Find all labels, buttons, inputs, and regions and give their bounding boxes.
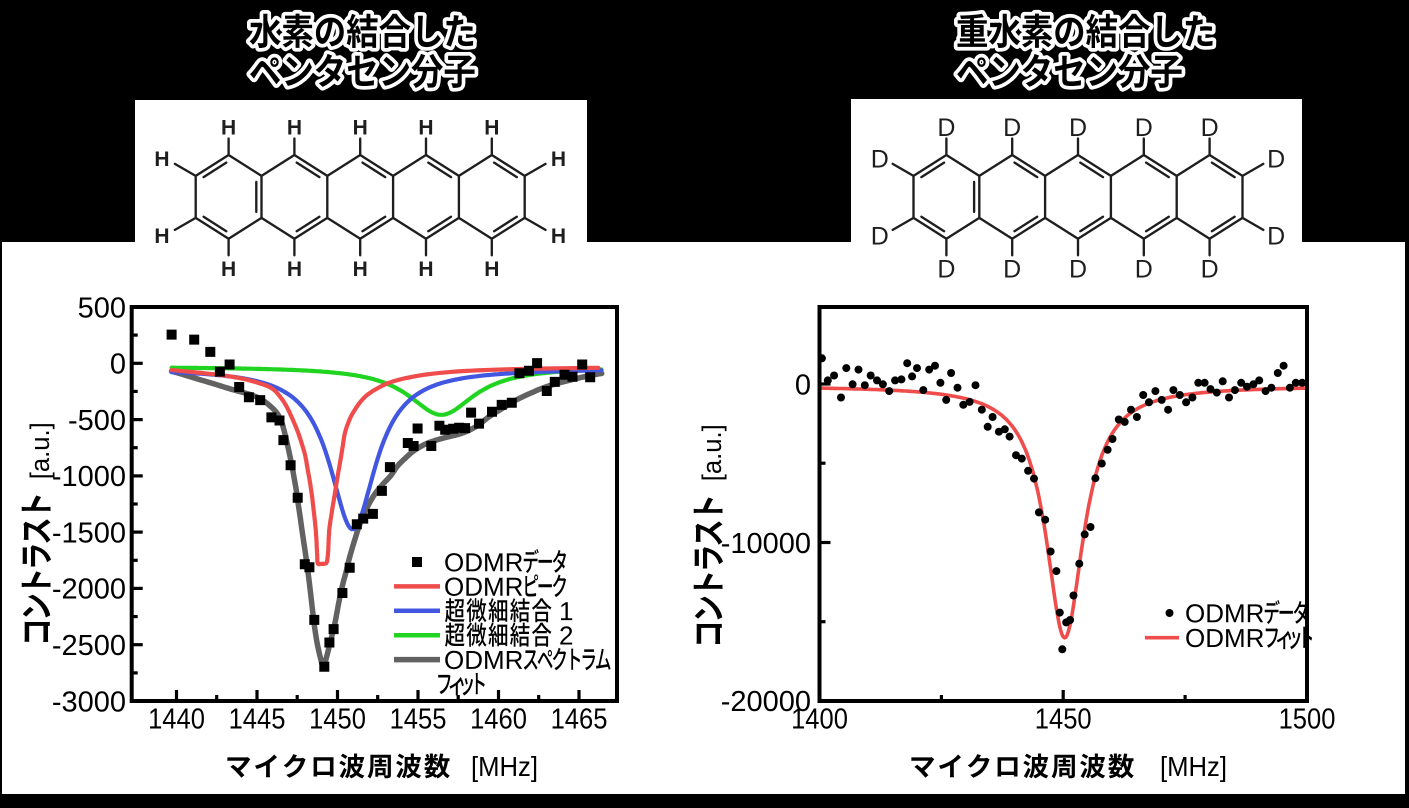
svg-text:H: H	[551, 148, 566, 171]
svg-text:H: H	[287, 258, 302, 281]
svg-text:1450: 1450	[309, 704, 366, 736]
svg-text:H: H	[484, 117, 499, 140]
svg-text:D: D	[937, 256, 955, 284]
svg-text:1440: 1440	[148, 704, 205, 736]
svg-text:D: D	[937, 114, 955, 142]
svg-text:H: H	[154, 225, 169, 248]
svg-text:1400: 1400	[791, 704, 848, 736]
svg-text:D: D	[871, 146, 889, 174]
svg-text:D: D	[871, 223, 889, 251]
svg-text:1455: 1455	[390, 704, 447, 736]
svg-text:H: H	[484, 258, 499, 281]
svg-text:0: 0	[110, 349, 126, 381]
svg-text:-3000: -3000	[52, 686, 126, 718]
svg-text:-1000: -1000	[52, 461, 126, 493]
svg-text:H: H	[418, 258, 433, 281]
svg-text:D: D	[1135, 114, 1153, 142]
svg-text:[MHz]: [MHz]	[1160, 751, 1227, 782]
svg-text:D: D	[1267, 223, 1285, 251]
svg-text:H: H	[221, 258, 236, 281]
svg-text:[a.u.]: [a.u.]	[25, 422, 55, 479]
svg-text:-500: -500	[68, 405, 126, 437]
svg-text:D: D	[1201, 256, 1219, 284]
svg-text:500: 500	[78, 292, 126, 324]
svg-text:[a.u.]: [a.u.]	[697, 424, 727, 481]
svg-text:D: D	[1069, 114, 1087, 142]
svg-text:1465: 1465	[551, 704, 608, 736]
svg-text:H: H	[353, 117, 368, 140]
svg-text:D: D	[1003, 256, 1021, 284]
svg-text:H: H	[418, 117, 433, 140]
svg-text:D: D	[1003, 114, 1021, 142]
svg-text:1450: 1450	[1035, 704, 1092, 736]
svg-text:H: H	[154, 148, 169, 171]
svg-text:1500: 1500	[1279, 704, 1336, 736]
svg-text:-20000: -20000	[721, 686, 811, 718]
svg-text:D: D	[1135, 256, 1153, 284]
svg-text:-2500: -2500	[52, 630, 126, 662]
svg-text:[MHz]: [MHz]	[471, 751, 538, 782]
svg-text:H: H	[353, 258, 368, 281]
svg-text:D: D	[1267, 146, 1285, 174]
svg-text:H: H	[221, 117, 236, 140]
svg-text:-2000: -2000	[52, 574, 126, 606]
svg-text:H: H	[551, 225, 566, 248]
svg-text:-1500: -1500	[52, 517, 126, 549]
svg-text:1445: 1445	[229, 704, 286, 736]
svg-text:-10000: -10000	[721, 528, 811, 560]
svg-text:D: D	[1069, 256, 1087, 284]
svg-text:D: D	[1201, 114, 1219, 142]
svg-text:1460: 1460	[470, 704, 527, 736]
svg-text:H: H	[287, 117, 302, 140]
svg-text:0: 0	[795, 369, 811, 401]
